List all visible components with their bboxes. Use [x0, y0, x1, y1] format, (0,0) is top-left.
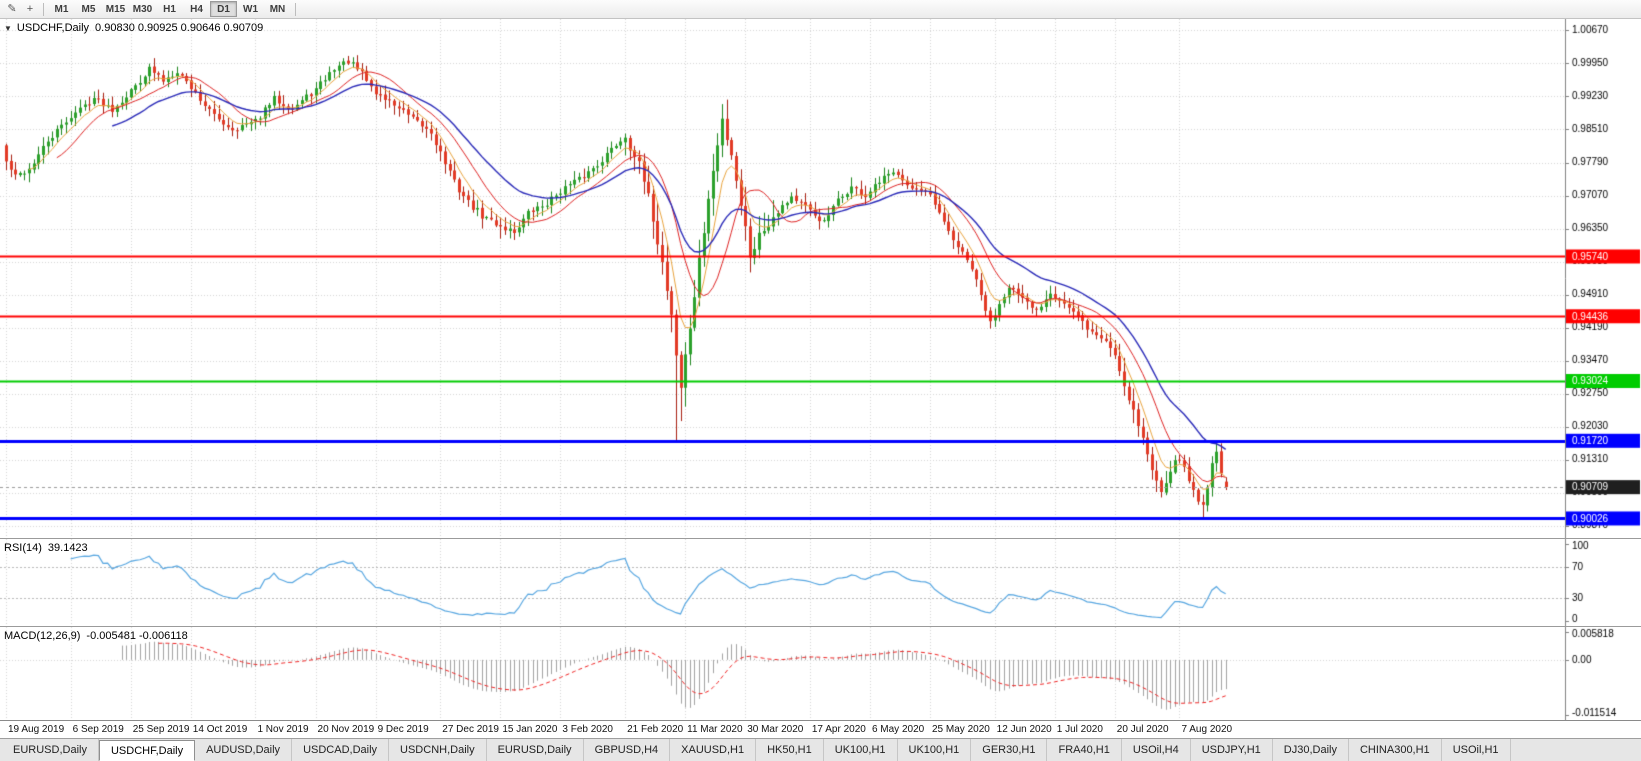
- macd-values: -0.005481 -0.006118: [86, 630, 188, 642]
- date-label: 12 Jun 2020: [996, 724, 1052, 735]
- date-label: 3 Feb 2020: [562, 724, 613, 735]
- timeframe-button-mn[interactable]: MN: [264, 1, 291, 17]
- rsi-title: RSI(14) 39.1423: [4, 542, 88, 554]
- pencil-icon[interactable]: ✎: [7, 2, 17, 15]
- timeframe-button-m5[interactable]: M5: [75, 1, 102, 17]
- macd-label: MACD(12,26,9): [4, 630, 81, 642]
- date-label: 19 Aug 2019: [8, 724, 65, 735]
- chart-tab-usdcnh-daily[interactable]: USDCNH,Daily: [389, 739, 487, 761]
- timeframe-button-d1[interactable]: D1: [210, 1, 237, 17]
- chart-tab-ger30-h1[interactable]: GER30,H1: [971, 739, 1048, 761]
- chart-tab-hk50-h1[interactable]: HK50,H1: [756, 739, 824, 761]
- chart-tab-fra40-h1[interactable]: FRA40,H1: [1047, 739, 1122, 761]
- price-chart-panel: ▼ USDCHF,Daily 0.90830 0.90925 0.90646 0…: [0, 19, 1641, 538]
- chart-symbol-period: USDCHF,Daily: [16, 22, 90, 34]
- rsi-canvas[interactable]: [0, 539, 1641, 626]
- date-label: 9 Dec 2019: [377, 724, 429, 735]
- timeframe-button-h4[interactable]: H4: [183, 1, 210, 17]
- chart-tab-uk100-h1[interactable]: UK100,H1: [824, 739, 898, 761]
- chart-tab-usdchf-daily[interactable]: USDCHF,Daily: [98, 740, 196, 761]
- chart-tab-uk100-h1[interactable]: UK100,H1: [898, 739, 972, 761]
- chart-title: ▼ USDCHF,Daily 0.90830 0.90925 0.90646 0…: [4, 22, 263, 34]
- date-label: 11 Mar 2020: [687, 724, 743, 735]
- chart-ohlc-values: 0.90830 0.90925 0.90646 0.90709: [95, 22, 264, 34]
- toolbar-separator: [43, 2, 44, 16]
- chart-tab-usdcad-daily[interactable]: USDCAD,Daily: [292, 739, 390, 761]
- chart-tab-xauusd-h1[interactable]: XAUUSD,H1: [670, 739, 757, 761]
- chart-tab-usoil-h1[interactable]: USOil,H1: [1442, 739, 1511, 761]
- toolbar-separator: [295, 2, 296, 16]
- date-label: 27 Dec 2019: [442, 724, 499, 735]
- chart-tab-usoil-h4[interactable]: USOil,H4: [1122, 739, 1191, 761]
- date-label: 1 Jul 2020: [1056, 724, 1103, 735]
- date-label: 14 Oct 2019: [192, 724, 248, 735]
- price-chart-canvas[interactable]: [0, 19, 1641, 538]
- macd-canvas[interactable]: [0, 627, 1641, 720]
- macd-title: MACD(12,26,9) -0.005481 -0.006118: [4, 630, 188, 642]
- timeframe-button-m15[interactable]: M15: [102, 1, 129, 17]
- timeframe-button-w1[interactable]: W1: [237, 1, 264, 17]
- date-label: 20 Jul 2020: [1116, 724, 1169, 735]
- chart-tab-eurusd-daily[interactable]: EURUSD,Daily: [487, 739, 584, 761]
- date-label: 6 Sep 2019: [72, 724, 124, 735]
- macd-panel: MACD(12,26,9) -0.005481 -0.006118: [0, 626, 1641, 720]
- date-label: 21 Feb 2020: [627, 724, 684, 735]
- rsi-value: 39.1423: [47, 542, 88, 554]
- date-label: 17 Apr 2020: [811, 724, 866, 735]
- rsi-label: RSI(14): [4, 542, 42, 554]
- chart-tab-bar: EURUSD,Daily USDCHF,Daily AUDUSD,Daily USDC…: [0, 738, 1641, 761]
- date-label: 25 Sep 2019: [132, 724, 190, 735]
- date-label: 7 Aug 2020: [1181, 724, 1233, 735]
- date-label: 1 Nov 2019: [257, 724, 309, 735]
- timeframe-button-m30[interactable]: M30: [129, 1, 156, 17]
- crosshair-icon[interactable]: +: [26, 2, 34, 15]
- date-label: 6 May 2020: [871, 724, 925, 735]
- chart-tab-eurusd-daily[interactable]: EURUSD,Daily: [2, 739, 99, 761]
- chart-dropdown-icon[interactable]: ▼: [4, 23, 12, 33]
- timeframe-toolbar: ✎ + M1 M5 M15 M30 H1 H4 D1 W1 MN: [0, 0, 1641, 19]
- chart-tab-dj30-daily[interactable]: DJ30,Daily: [1273, 739, 1349, 761]
- chart-tab-china300-h1[interactable]: CHINA300,H1: [1349, 739, 1442, 761]
- chart-tab-audusd-daily[interactable]: AUDUSD,Daily: [195, 739, 293, 761]
- rsi-panel: RSI(14) 39.1423: [0, 538, 1641, 626]
- timeframe-buttons: M1 M5 M15 M30 H1 H4 D1 W1 MN: [48, 1, 291, 17]
- date-label: 30 Mar 2020: [747, 724, 804, 735]
- date-axis[interactable]: 19 Aug 2019 6 Sep 2019 25 Sep 2019 14 Oct 2…: [0, 720, 1641, 738]
- date-label: 25 May 2020: [932, 724, 990, 735]
- chart-tab-usdjpy-h1[interactable]: USDJPY,H1: [1191, 739, 1273, 761]
- timeframe-button-h1[interactable]: H1: [156, 1, 183, 17]
- timeframe-button-m1[interactable]: M1: [48, 1, 75, 17]
- chart-tab-gbpusd-h4[interactable]: GBPUSD,H4: [584, 739, 671, 761]
- date-label: 15 Jan 2020: [502, 724, 558, 735]
- date-label: 20 Nov 2019: [317, 724, 375, 735]
